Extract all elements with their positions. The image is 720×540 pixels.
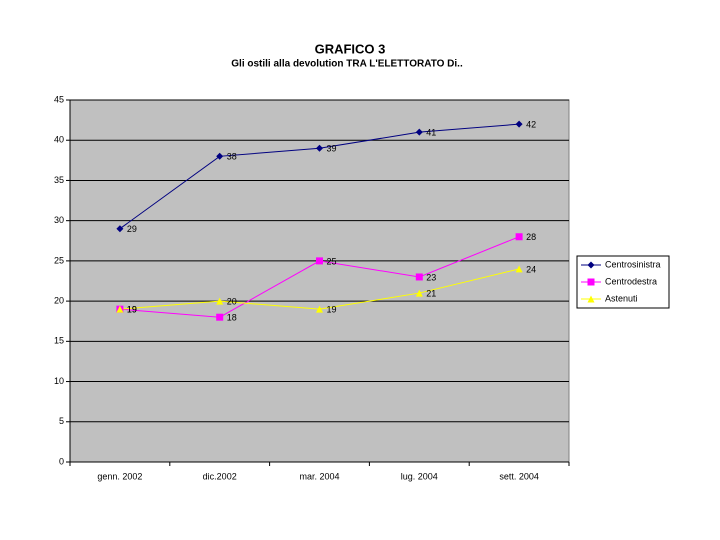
data-label: 24 bbox=[526, 264, 536, 274]
marker bbox=[515, 233, 523, 241]
marker bbox=[216, 297, 224, 305]
legend-marker bbox=[587, 261, 595, 269]
chart-title: GRAFICO 3 bbox=[315, 41, 386, 56]
y-tick-label: 45 bbox=[54, 94, 64, 104]
chart-subtitle: Gli ostili alla devolution TRA L'ELETTOR… bbox=[231, 59, 463, 70]
data-label: 42 bbox=[526, 120, 536, 130]
data-label: 29 bbox=[127, 224, 137, 234]
data-label: 19 bbox=[327, 305, 337, 315]
x-tick-label: dic.2002 bbox=[203, 471, 237, 481]
legend-label: Centrosinistra bbox=[605, 259, 661, 269]
data-label: 38 bbox=[227, 152, 237, 162]
marker bbox=[216, 152, 224, 160]
y-tick-label: 30 bbox=[54, 215, 64, 225]
marker bbox=[316, 257, 323, 265]
data-label: 41 bbox=[426, 128, 436, 138]
marker bbox=[415, 128, 423, 136]
x-tick-label: sett. 2004 bbox=[499, 471, 539, 481]
y-tick-label: 35 bbox=[54, 175, 64, 185]
marker bbox=[316, 144, 323, 152]
y-tick-label: 25 bbox=[54, 255, 64, 265]
marker bbox=[116, 225, 124, 233]
x-tick-label: mar. 2004 bbox=[299, 471, 339, 481]
data-label: 39 bbox=[327, 144, 337, 154]
data-label: 28 bbox=[526, 232, 536, 242]
marker bbox=[415, 273, 423, 281]
data-label: 19 bbox=[127, 305, 137, 315]
legend-label: Centrodestra bbox=[605, 276, 657, 286]
data-label: 23 bbox=[426, 272, 436, 282]
y-tick-label: 5 bbox=[59, 416, 64, 426]
legend-label: Astenuti bbox=[605, 293, 638, 303]
y-tick-label: 40 bbox=[54, 135, 64, 145]
data-label: 25 bbox=[327, 256, 337, 266]
data-label: 19 bbox=[127, 305, 137, 315]
y-tick-label: 20 bbox=[54, 295, 64, 305]
x-tick-label: lug. 2004 bbox=[401, 471, 438, 481]
y-tick-label: 0 bbox=[59, 456, 64, 466]
legend-marker bbox=[587, 295, 595, 303]
data-label: 21 bbox=[426, 288, 436, 298]
legend-marker bbox=[587, 278, 595, 286]
y-tick-label: 10 bbox=[54, 376, 64, 386]
y-tick-label: 15 bbox=[54, 336, 64, 346]
x-tick-label: genn. 2002 bbox=[97, 471, 142, 481]
marker bbox=[515, 120, 523, 128]
marker bbox=[116, 305, 124, 313]
data-label: 18 bbox=[227, 313, 237, 323]
marker bbox=[515, 265, 523, 273]
data-label: 20 bbox=[227, 296, 237, 306]
marker bbox=[415, 289, 423, 297]
plot-area bbox=[69, 99, 570, 463]
marker bbox=[216, 313, 224, 321]
marker bbox=[316, 305, 323, 313]
